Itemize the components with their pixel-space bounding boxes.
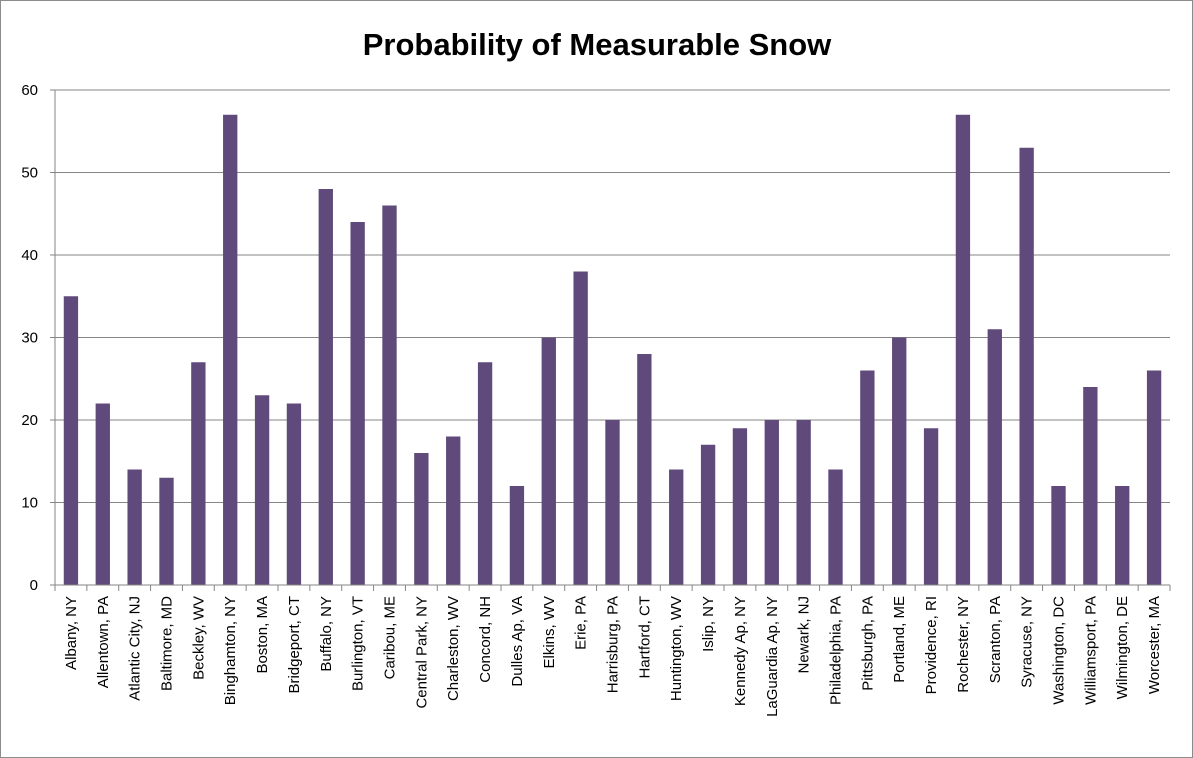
bar-19 <box>669 469 684 585</box>
x-category-label: Erie, PA <box>573 596 590 650</box>
x-category-label: Central Park, NY <box>413 596 430 709</box>
x-category-label: Concord, NH <box>477 596 494 683</box>
x-axis-category-labels: Albany, NY Allentown, PA Atlantic City, NJ… <box>63 596 1163 717</box>
x-category-label: Providence, RI <box>923 596 940 694</box>
bar-33 <box>1115 486 1130 585</box>
x-category-label: Harrisburg, PA <box>605 596 622 693</box>
bar-16 <box>573 271 588 585</box>
bar-21 <box>732 428 748 585</box>
bar-9 <box>350 222 365 585</box>
x-category-label: Huntington, WV <box>668 596 685 701</box>
x-category-label: Rochester, NY <box>955 596 972 693</box>
x-category-label: Portland, ME <box>891 596 908 683</box>
bar-14 <box>509 486 525 585</box>
bar-32 <box>1083 387 1098 585</box>
axes <box>50 89 1171 591</box>
bars <box>63 114 1162 585</box>
x-category-label: Hartford, CT <box>636 596 653 679</box>
x-category-label: Caribou, ME <box>382 596 399 679</box>
bar-22 <box>764 420 779 585</box>
bar-27 <box>923 428 939 585</box>
gridlines <box>55 89 1170 503</box>
x-category-label: LaGuardia Ap, NY <box>764 596 781 717</box>
x-category-label: Pittsburgh, PA <box>859 596 876 691</box>
y-tick-label: 10 <box>21 495 38 512</box>
x-category-label: Washington, DC <box>1051 596 1068 705</box>
bar-34 <box>1146 370 1162 585</box>
x-category-label: Syracuse, NY <box>1019 596 1036 688</box>
x-category-label: Wilmington, DE <box>1114 596 1131 699</box>
x-category-label: Buffalo, NY <box>318 596 335 672</box>
bar-0 <box>63 296 79 585</box>
bar-24 <box>828 469 843 585</box>
x-category-label: Newark, NJ <box>796 596 813 674</box>
bar-20 <box>700 444 716 585</box>
x-category-label: Beckley, WV <box>190 596 207 680</box>
bar-25 <box>860 370 875 585</box>
bar-29 <box>987 329 1002 585</box>
bar-3 <box>159 477 174 585</box>
x-category-label: Philadelphia, PA <box>828 596 845 705</box>
bar-31 <box>1051 486 1066 585</box>
x-category-label: Worcester, MA <box>1146 596 1163 694</box>
y-tick-label: 20 <box>21 412 38 429</box>
y-tick-label: 40 <box>21 247 38 264</box>
y-tick-label: 50 <box>21 165 38 182</box>
y-tick-label: 0 <box>30 577 38 594</box>
y-axis-tick-labels: 0 10 20 30 40 50 60 <box>21 82 38 594</box>
x-category-label: Charleston, WV <box>445 596 462 701</box>
bar-4 <box>191 362 206 585</box>
x-category-label: Islip, NY <box>700 596 717 652</box>
bar-2 <box>127 469 142 585</box>
bar-12 <box>446 436 461 585</box>
bar-10 <box>382 205 397 585</box>
x-category-label: Binghamton, NY <box>222 596 239 705</box>
bar-17 <box>605 420 620 585</box>
bar-23 <box>796 420 811 585</box>
x-category-label: Elkins, WV <box>541 596 558 669</box>
x-category-label: Albany, NY <box>63 596 80 670</box>
chart-title: Probability of Measurable Snow <box>363 27 832 62</box>
x-category-label: Atlantic City, NJ <box>127 596 144 701</box>
x-category-label: Kennedy Ap, NY <box>732 596 749 706</box>
bar-26 <box>892 337 907 585</box>
bar-8 <box>318 189 333 585</box>
x-category-label: Williamsport, PA <box>1082 596 1099 705</box>
x-category-label: Allentown, PA <box>95 596 112 688</box>
x-category-label: Bridgeport, CT <box>286 596 303 694</box>
bar-30 <box>1019 147 1034 585</box>
bar-13 <box>477 362 493 585</box>
bar-18 <box>637 354 652 585</box>
y-tick-label: 30 <box>21 330 38 347</box>
bar-5 <box>223 114 238 585</box>
bar-7 <box>286 403 302 585</box>
x-category-label: Dulles Ap, VA <box>509 596 526 687</box>
bar-1 <box>95 403 110 585</box>
x-category-label: Boston, MA <box>254 596 271 674</box>
bar-28 <box>955 114 971 585</box>
bar-6 <box>254 395 270 585</box>
y-tick-label: 60 <box>21 82 38 99</box>
x-category-label: Scranton, PA <box>987 596 1004 683</box>
bar-15 <box>541 337 556 585</box>
bar-11 <box>414 453 429 585</box>
x-category-label: Burlington, VT <box>350 596 367 691</box>
x-category-label: Baltimore, MD <box>159 596 176 691</box>
